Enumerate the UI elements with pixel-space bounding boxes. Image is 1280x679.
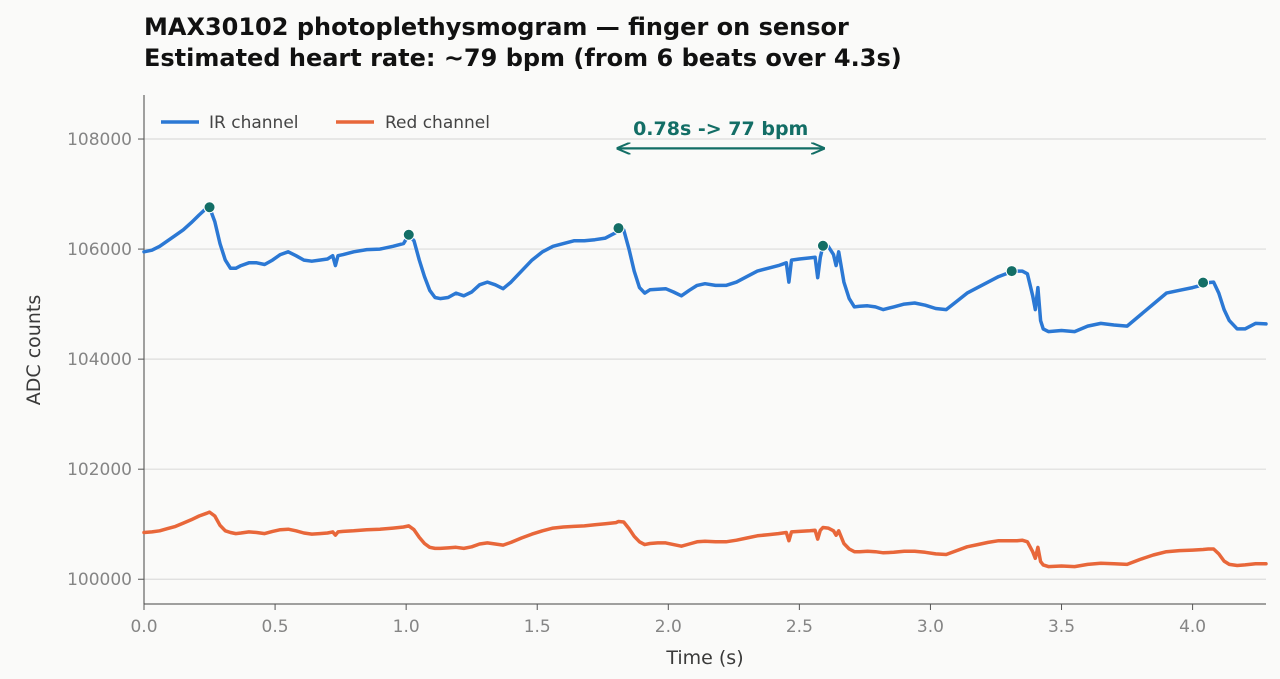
y-axis-label: ADC counts [23, 295, 45, 405]
y-tick-label: 100000 [67, 570, 132, 590]
legend-label-ir: IR channel [209, 113, 299, 133]
chart-title-line-2: Estimated heart rate: ~79 bpm (from 6 be… [144, 44, 902, 72]
x-tick-label: 1.0 [393, 617, 420, 637]
x-axis-label: Time (s) [665, 647, 743, 669]
chart-title-line-1: MAX30102 photoplethysmogram — finger on … [144, 13, 849, 41]
legend: IR channel Red channel [161, 113, 490, 133]
legend-label-red: Red channel [385, 113, 490, 133]
series-lines [142, 205, 1268, 569]
annotation: 0.78s -> 77 bpm [618, 118, 822, 148]
x-tick-label: 2.0 [655, 617, 682, 637]
x-tick-label: 1.5 [524, 617, 551, 637]
peak-marker [816, 239, 829, 252]
peak-marker [1005, 265, 1018, 278]
series-line-ir [142, 205, 1268, 334]
x-tick-label: 4.0 [1179, 617, 1206, 637]
peak-marker [1197, 276, 1210, 289]
y-tick-label: 104000 [67, 350, 132, 370]
x-tick-label: 3.0 [917, 617, 944, 637]
gridlines [144, 138, 1266, 580]
x-tick-label: 0.5 [262, 617, 289, 637]
y-tick-label: 106000 [67, 240, 132, 260]
x-tick-label: 3.5 [1048, 617, 1075, 637]
peak-marker [203, 201, 216, 214]
x-tick-label: 2.5 [786, 617, 813, 637]
peak-markers [203, 201, 1210, 289]
series-line-red [142, 510, 1268, 569]
peak-marker [402, 228, 415, 241]
beat-interval-label: 0.78s -> 77 bpm [633, 118, 808, 140]
x-axis-ticks: 0.0 0.5 1.0 1.5 2.0 2.5 3.0 3.5 4.0 [130, 604, 1206, 637]
y-tick-label: 108000 [67, 130, 132, 150]
peak-marker [612, 222, 625, 235]
chart-title: MAX30102 photoplethysmogram — finger on … [144, 12, 902, 74]
x-tick-label: 0.0 [130, 617, 157, 637]
y-tick-label: 102000 [67, 460, 132, 480]
y-axis-ticks: 100000 102000 104000 106000 108000 [67, 130, 144, 590]
